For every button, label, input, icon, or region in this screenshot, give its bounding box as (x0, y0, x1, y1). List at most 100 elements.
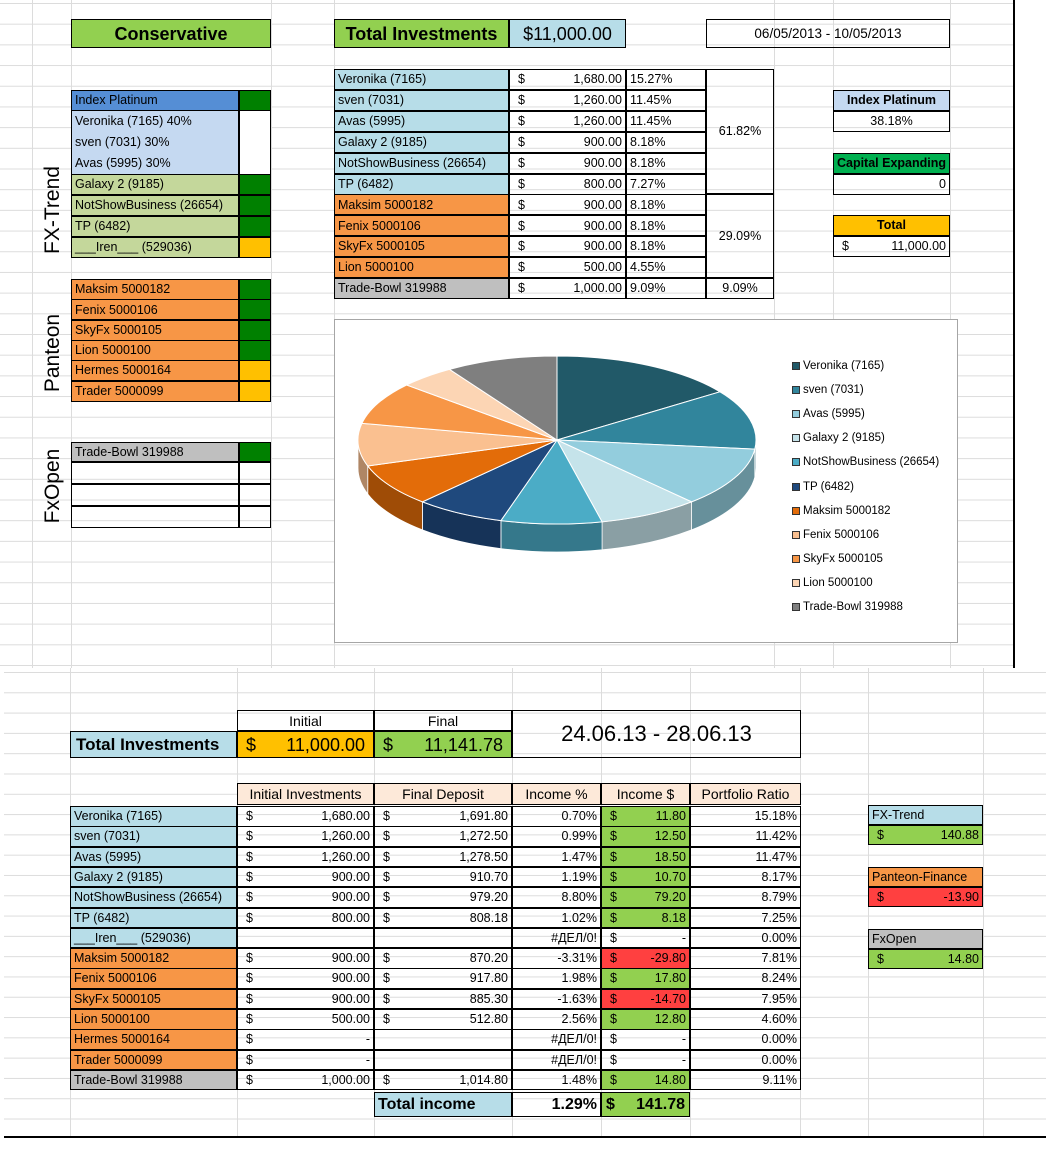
perf-ratio[interactable]: 7.25% (690, 907, 801, 928)
fxtrend-member-flag[interactable] (239, 174, 271, 195)
perf-header[interactable]: Portfolio Ratio (690, 783, 801, 805)
perf-row-name[interactable]: Lion 5000100 (70, 1009, 237, 1030)
perf-initial[interactable]: $900.00 (237, 968, 374, 989)
alloc-row-name[interactable]: Veronika (7165) (334, 69, 509, 90)
pie-slice[interactable] (448, 355, 558, 441)
summary-value[interactable]: $14.80 (868, 949, 983, 969)
fxtrend-member-name[interactable]: Veronika (7165) 40% (71, 111, 239, 132)
final-total-cell[interactable]: $ 11,141.78 (374, 731, 512, 758)
perf-income-pct[interactable]: #ДЕЛ/0! (512, 1049, 601, 1071)
perf-income-usd[interactable]: $18.50 (601, 846, 690, 868)
summary-value[interactable]: $ -13.90 (868, 887, 983, 907)
perf-income-usd[interactable]: $12.50 (601, 826, 690, 847)
legend-item[interactable]: Trade-Bowl 319988 (792, 595, 939, 619)
alloc-row-name[interactable]: NotShowBusiness (26654) (334, 152, 509, 174)
alloc-row-name[interactable]: TP (6482) (334, 173, 509, 195)
alloc-row-amount[interactable]: $900.00 (509, 236, 626, 258)
perf-row-name[interactable]: Veronika (7165) (70, 806, 237, 827)
group-pct-fxopen[interactable]: 9.09% (706, 278, 774, 299)
panteon-member-flag[interactable] (239, 319, 271, 341)
perf-final[interactable] (374, 1029, 512, 1050)
perf-initial[interactable]: $800.00 (237, 907, 374, 928)
col-final-header[interactable]: Final (374, 710, 512, 731)
perf-initial[interactable]: $1,260.00 (237, 826, 374, 847)
total-income-pct[interactable]: 1.29% (512, 1092, 601, 1117)
alloc-row-pct[interactable]: 11.45% (626, 110, 706, 132)
perf-row-name[interactable]: Hermes 5000164 (70, 1029, 237, 1050)
legend-item[interactable]: SkyFx 5000105 (792, 547, 939, 571)
panteon-member-flag[interactable] (239, 339, 271, 361)
perf-income-usd[interactable]: $10.70 (601, 866, 690, 888)
fxopen-member-name[interactable]: Trade-Bowl 319988 (71, 442, 239, 462)
perf-ratio[interactable]: 11.47% (690, 846, 801, 868)
perf-row-name[interactable]: ___Iren___ (529036) (70, 927, 237, 949)
perf-income-usd[interactable]: $14.80 (601, 1069, 690, 1091)
perf-income-usd[interactable]: $ - (601, 1029, 690, 1050)
total-income-label[interactable]: Total income (374, 1092, 512, 1117)
fxopen-empty-flag[interactable] (239, 462, 271, 484)
total-investments-label[interactable]: Total Investments (334, 19, 509, 48)
perf-income-pct[interactable]: 0.99% (512, 826, 601, 847)
summary-label[interactable]: FX-Trend (868, 805, 983, 825)
perf-income-pct[interactable]: 0.70% (512, 806, 601, 827)
perf-income-pct[interactable]: 1.19% (512, 866, 601, 888)
legend-item[interactable]: sven (7031) (792, 378, 939, 402)
perf-initial[interactable]: $1,680.00 (237, 806, 374, 827)
alloc-row-amount[interactable]: $1,260.00 (509, 89, 626, 111)
pie-slice[interactable] (366, 439, 558, 503)
alloc-row-name[interactable]: Lion 5000100 (334, 257, 509, 279)
panteon-member-name[interactable]: Hermes 5000164 (71, 360, 239, 382)
perf-income-pct[interactable]: #ДЕЛ/0! (512, 927, 601, 949)
fxtrend-member-flag[interactable] (239, 90, 271, 111)
perf-ratio[interactable]: 8.24% (690, 968, 801, 989)
pie-slice[interactable] (556, 439, 756, 503)
fxtrend-member-flag[interactable] (239, 111, 271, 132)
alloc-row-amount[interactable]: $900.00 (509, 131, 626, 153)
legend-item[interactable]: Avas (5995) (792, 402, 939, 426)
perf-income-usd[interactable]: $ - (601, 927, 690, 949)
bottom-total-investments-label[interactable]: Total Investments (70, 731, 237, 758)
perf-ratio[interactable]: 4.60% (690, 1009, 801, 1030)
alloc-row-amount[interactable]: $900.00 (509, 215, 626, 237)
perf-income-pct[interactable]: -1.63% (512, 988, 601, 1010)
index-platinum-value[interactable]: 38.18% (833, 111, 950, 132)
total-label[interactable]: Total (833, 215, 950, 236)
perf-income-usd[interactable]: $17.80 (601, 968, 690, 989)
legend-item[interactable]: Fenix 5000106 (792, 523, 939, 547)
perf-income-usd[interactable]: $ - (601, 1049, 690, 1071)
perf-ratio[interactable]: 0.00% (690, 1049, 801, 1071)
alloc-row-pct[interactable]: 8.18% (626, 194, 706, 216)
total-value-cell[interactable]: $ 11,000.00 (833, 236, 950, 257)
initial-total-cell[interactable]: $ 11,000.00 (237, 731, 374, 758)
fxopen-empty-cell[interactable] (71, 462, 239, 484)
fxopen-empty-cell[interactable] (71, 506, 239, 528)
panteon-member-flag[interactable] (239, 279, 271, 300)
perf-row-name[interactable]: Galaxy 2 (9185) (70, 866, 237, 888)
panteon-member-name[interactable]: Lion 5000100 (71, 339, 239, 361)
perf-initial[interactable]: $900.00 (237, 948, 374, 969)
perf-income-pct[interactable]: 1.48% (512, 1069, 601, 1091)
perf-ratio[interactable]: 0.00% (690, 927, 801, 949)
perf-final[interactable]: $808.18 (374, 907, 512, 928)
perf-row-name[interactable]: Avas (5995) (70, 846, 237, 868)
alloc-row-amount[interactable]: $800.00 (509, 173, 626, 195)
bottom-date-range[interactable]: 24.06.13 - 28.06.13 (512, 710, 801, 758)
perf-ratio[interactable]: 8.79% (690, 887, 801, 908)
legend-item[interactable]: TP (6482) (792, 474, 939, 498)
perf-ratio[interactable]: 7.95% (690, 988, 801, 1010)
perf-initial[interactable]: $ - (237, 1029, 374, 1050)
fxtrend-member-name[interactable]: Avas (5995) 30% (71, 153, 239, 174)
perf-income-usd[interactable]: $ -29.80 (601, 948, 690, 969)
alloc-row-amount[interactable]: $900.00 (509, 152, 626, 174)
perf-initial[interactable]: $ - (237, 1049, 374, 1071)
pie-slice[interactable] (361, 384, 558, 441)
perf-income-pct[interactable]: #ДЕЛ/0! (512, 1029, 601, 1050)
alloc-row-amount[interactable]: $1,260.00 (509, 110, 626, 132)
alloc-row-name[interactable]: SkyFx 5000105 (334, 236, 509, 258)
perf-income-usd[interactable]: $8.18 (601, 907, 690, 928)
alloc-row-name[interactable]: sven (7031) (334, 89, 509, 111)
perf-final[interactable]: $1,272.50 (374, 826, 512, 847)
fxtrend-member-name[interactable]: TP (6482) (71, 216, 239, 237)
alloc-row-name[interactable]: Avas (5995) (334, 110, 509, 132)
fxopen-empty-flag[interactable] (239, 484, 271, 506)
